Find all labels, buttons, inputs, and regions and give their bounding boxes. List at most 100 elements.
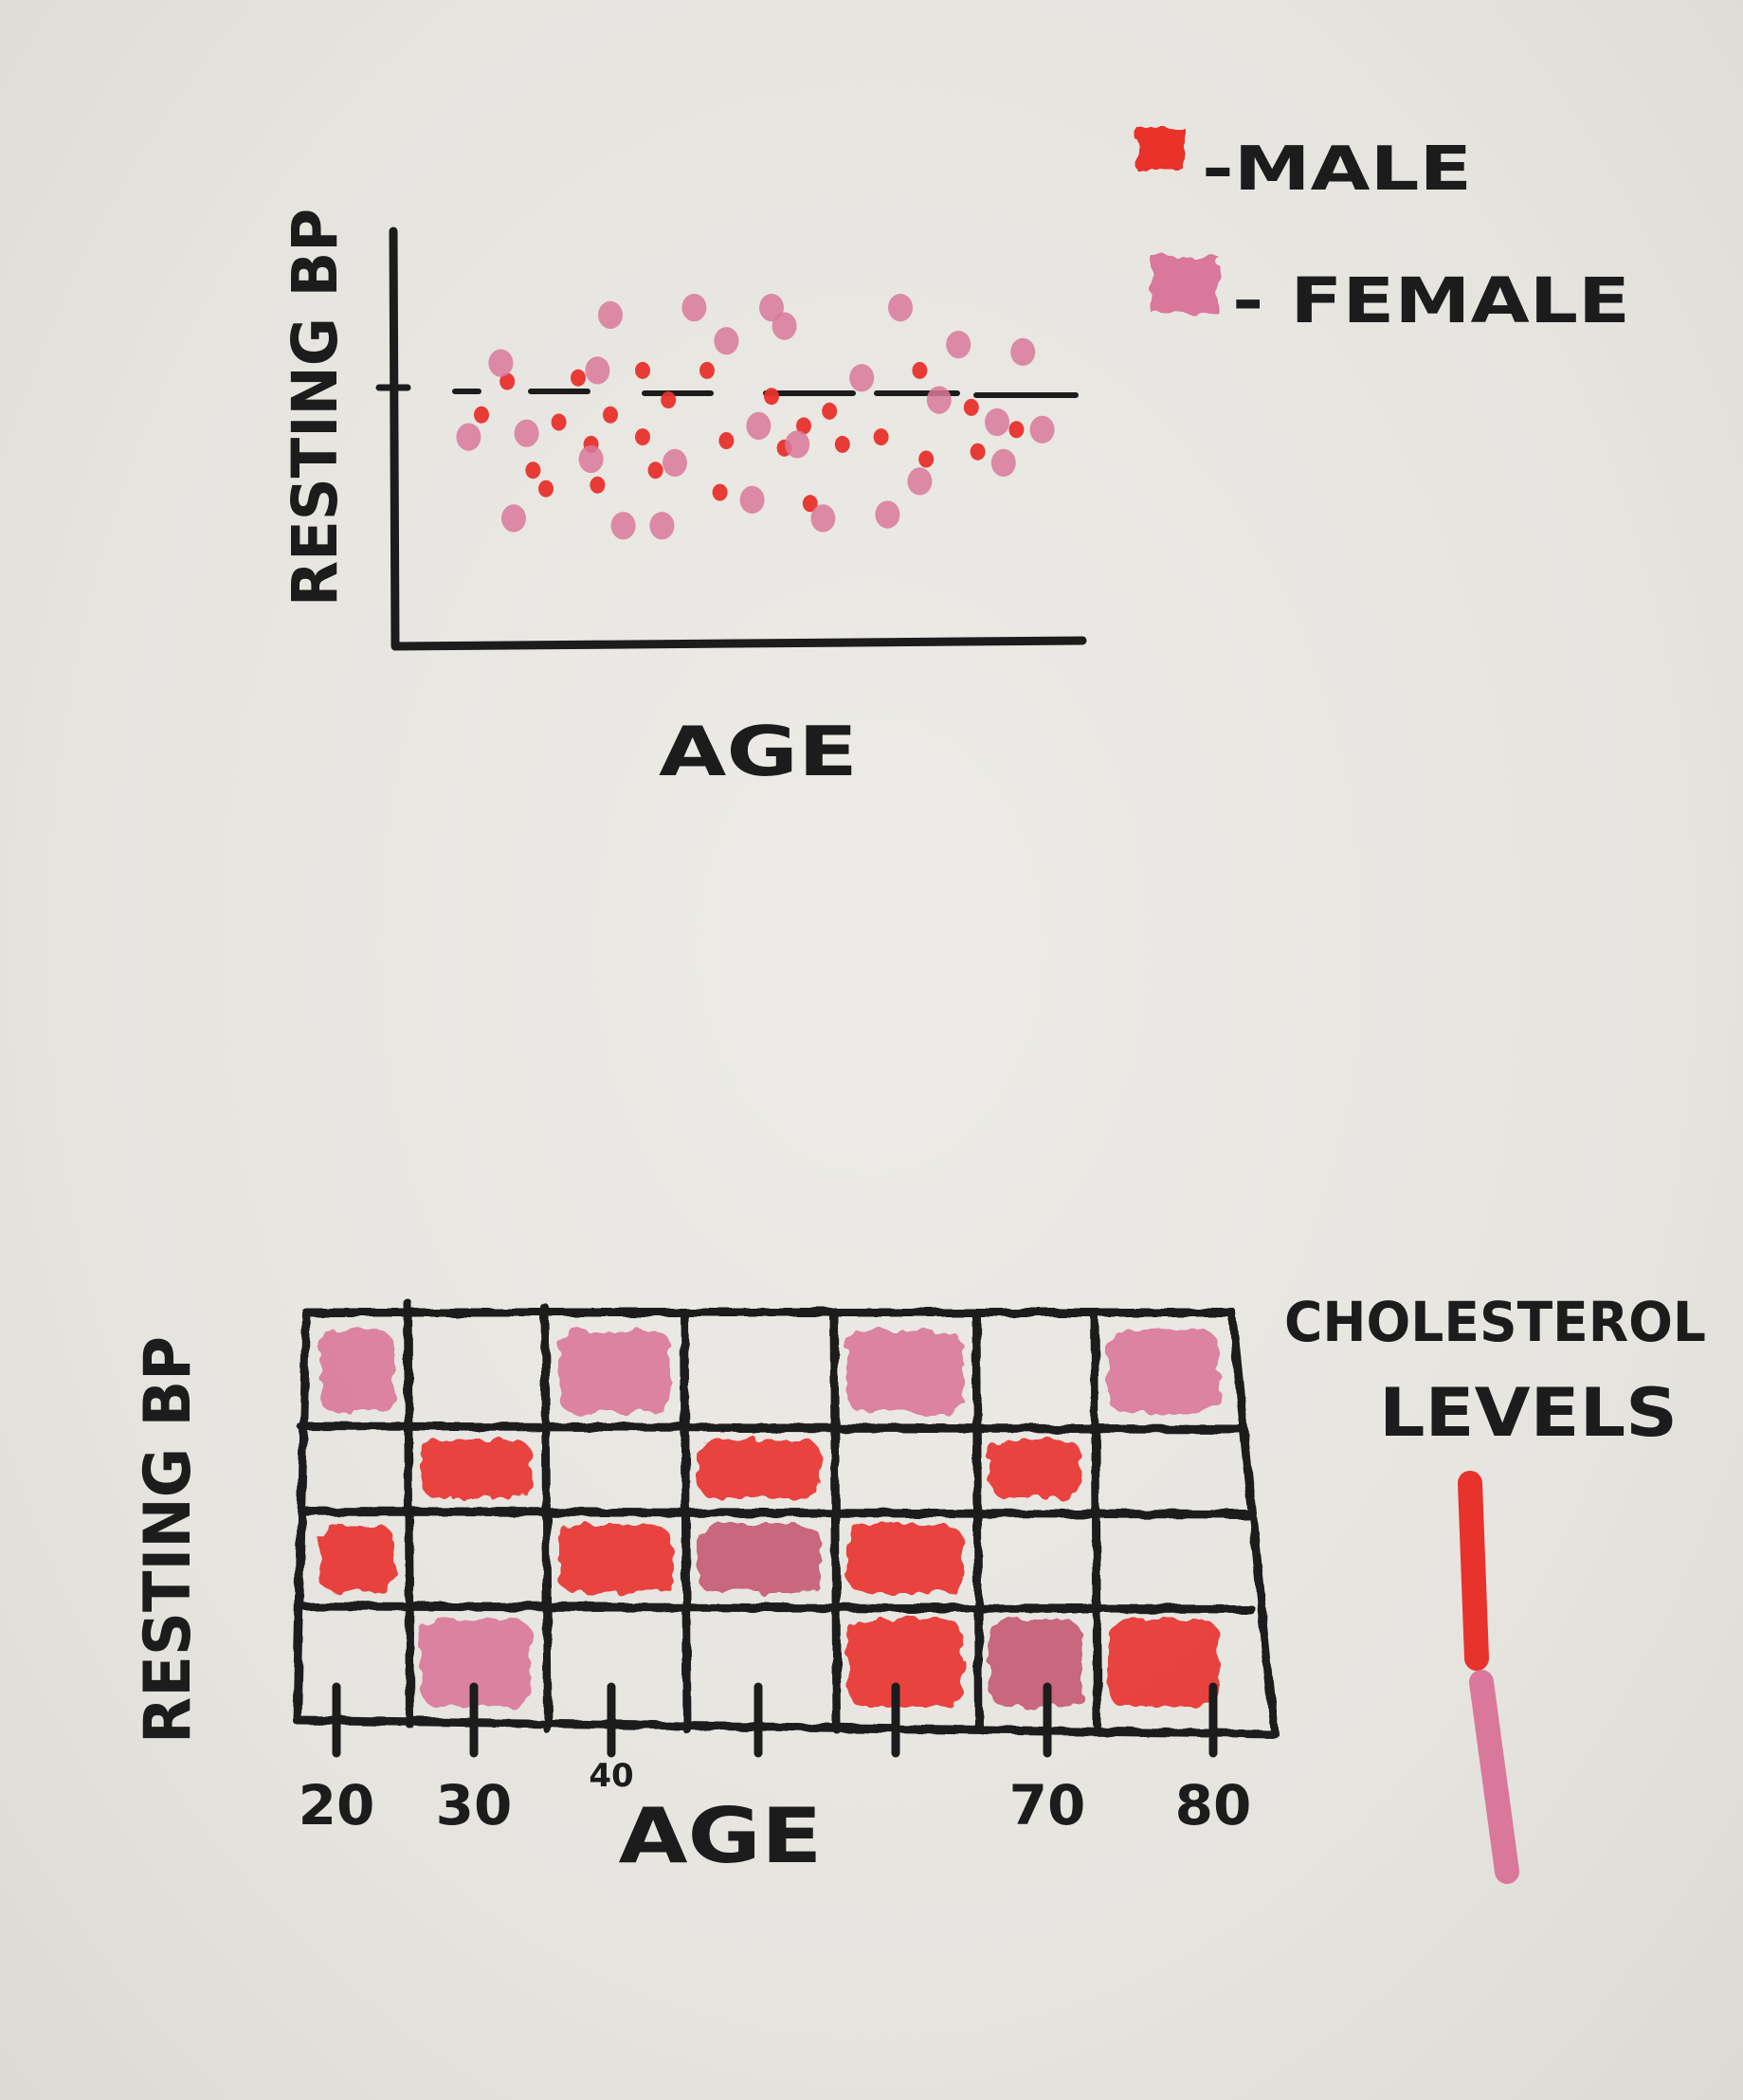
female-point: [598, 300, 623, 329]
heatmap-legend-title-line2: LEVELS: [1379, 1374, 1678, 1452]
male-point: [712, 483, 728, 501]
male-point: [699, 361, 715, 379]
heatmap-chart: 20 30 40 70 80 RESTING BP AGE CHOLESTEROL LE…: [131, 1290, 1706, 1884]
male-point: [474, 406, 489, 424]
female-point: [946, 331, 971, 359]
female-point: [578, 444, 604, 474]
heatmap-x-axis-label: AGE: [619, 1792, 823, 1880]
heatmap-cell: [990, 1620, 1081, 1707]
male-point: [635, 361, 650, 379]
female-point: [681, 294, 707, 322]
heatmap-cell: [319, 1331, 394, 1413]
female-point: [610, 512, 636, 540]
female-point: [1010, 337, 1036, 366]
female-point: [888, 294, 913, 322]
heatmap-cell: [698, 1525, 821, 1593]
female-point: [926, 386, 952, 414]
male-point: [834, 435, 850, 453]
heatmap-column-line: [829, 1312, 842, 1734]
male-point: [822, 402, 838, 420]
heatmap-cell: [558, 1525, 671, 1593]
heatmap-cell: [990, 1439, 1081, 1498]
male-point: [603, 406, 618, 424]
female-point: [739, 485, 765, 515]
heatmap-cell: [319, 1525, 394, 1593]
female-point: [1029, 415, 1055, 444]
heatmap-cell: [421, 1439, 532, 1498]
legend-male-label: -MALE: [1202, 135, 1472, 205]
male-point: [718, 432, 735, 449]
male-point: [525, 462, 541, 480]
male-point: [551, 413, 567, 431]
male-point: [499, 372, 516, 390]
heatmap-legend-title-line1: CHOLESTEROL: [1284, 1290, 1706, 1354]
x-tick-label: 20: [299, 1773, 375, 1838]
female-point: [663, 448, 687, 477]
female-point: [849, 364, 875, 392]
legend-female-swatch: [1152, 256, 1218, 313]
x-tick-label: 40: [589, 1757, 633, 1795]
scatter-reference-line: [452, 389, 1079, 398]
male-point: [764, 388, 779, 406]
female-point: [501, 504, 526, 533]
scatter-y-axis: [389, 226, 1087, 651]
heatmap-border: [292, 1308, 1280, 1739]
female-point: [514, 419, 539, 447]
female-point: [907, 467, 933, 496]
heatmap-column-line: [680, 1308, 692, 1734]
heatmap-cell: [1108, 1331, 1219, 1413]
x-tick-label: 70: [1009, 1773, 1086, 1838]
heatmap-cells: [319, 1331, 1219, 1707]
male-point: [796, 417, 811, 435]
male-point: [661, 391, 677, 409]
female-point: [875, 500, 900, 529]
male-point: [647, 462, 663, 480]
x-tick-label: 80: [1175, 1773, 1252, 1838]
heatmap-column-line: [1090, 1308, 1102, 1729]
female-point: [585, 356, 610, 385]
female-point: [810, 504, 836, 533]
scatter-x-axis-label: AGE: [659, 712, 858, 791]
heatmap-cell: [847, 1620, 963, 1707]
legend-male-swatch: [1137, 128, 1185, 171]
female-point: [785, 430, 810, 459]
heatmap-legend: CHOLESTEROL LEVELS: [1284, 1290, 1706, 1884]
female-point: [746, 411, 772, 440]
heatmap-column-line: [971, 1312, 984, 1734]
male-point: [918, 450, 935, 468]
male-point: [802, 495, 818, 513]
heatmap-row-line: [297, 1507, 1252, 1519]
heatmap-x-ticks: 20 30 40 70 80: [299, 1682, 1252, 1838]
scatter-chart: RESTING BP AGE -MALE - FEMALE: [279, 128, 1630, 791]
heatmap-cell: [847, 1331, 963, 1413]
female-point: [772, 312, 797, 340]
scatter-legend: -MALE - FEMALE: [1137, 128, 1630, 337]
female-point: [456, 423, 481, 451]
x-tick-label: 30: [436, 1773, 513, 1838]
female-point: [488, 349, 514, 377]
legend-female-label: - FEMALE: [1232, 264, 1630, 337]
heatmap-cell: [558, 1331, 671, 1413]
female-point: [714, 327, 739, 355]
heatmap-grid: [292, 1298, 1280, 1739]
heatmap-cell: [698, 1439, 821, 1498]
scatter-y-axis-label: RESTING BP: [279, 208, 352, 606]
scatter-points: [456, 294, 1055, 540]
heatmap-row-line: [297, 1602, 1256, 1614]
heatmap-cell: [421, 1620, 532, 1707]
male-point: [970, 443, 986, 461]
male-point: [873, 428, 889, 446]
male-point: [963, 398, 979, 416]
heatmap-legend-scale-low: [1469, 1670, 1519, 1884]
heatmap-column-line: [540, 1303, 553, 1734]
male-point: [635, 428, 650, 446]
heatmap-cell: [1108, 1620, 1219, 1707]
heatmap-legend-scale-high: [1458, 1471, 1489, 1671]
heatmap-cell: [847, 1525, 963, 1593]
male-point: [912, 361, 928, 379]
male-point: [1008, 421, 1025, 439]
female-point: [985, 407, 1009, 437]
heatmap-row-line: [297, 1421, 1248, 1434]
